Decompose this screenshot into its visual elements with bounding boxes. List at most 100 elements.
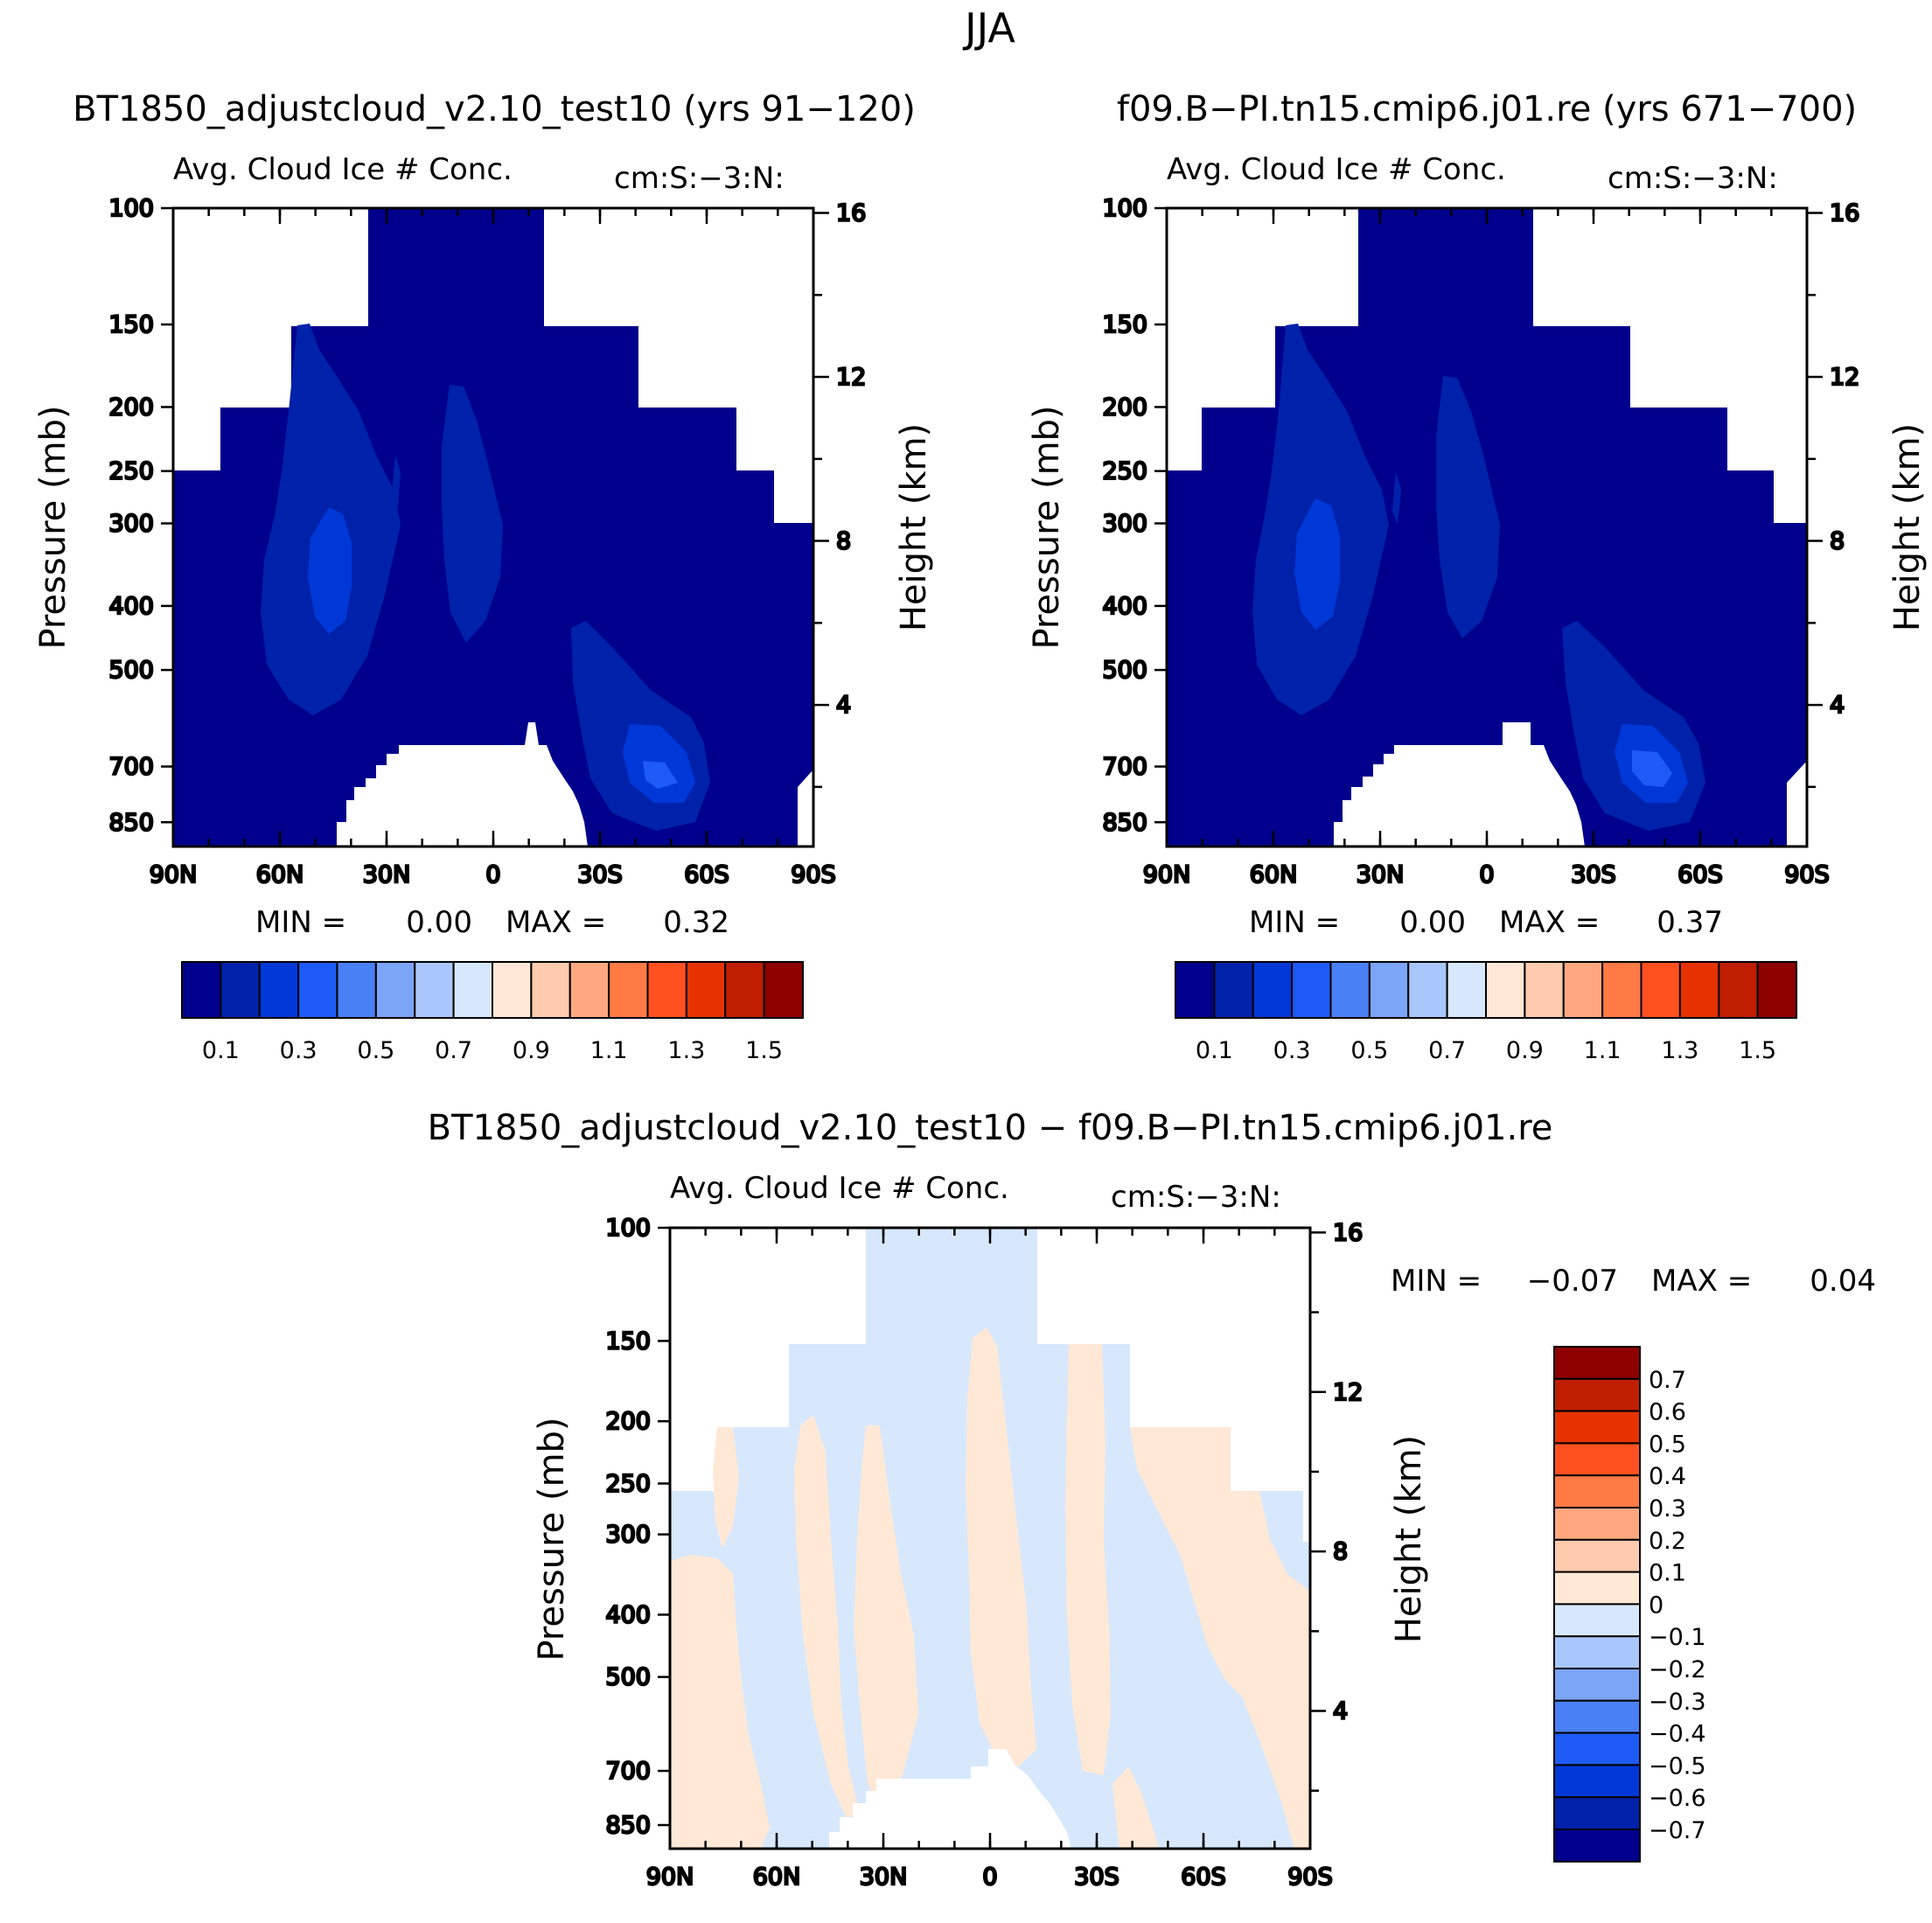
panel-b-y-tick-label: 850: [1102, 809, 1147, 836]
panel-a-y-tick-label: 200: [108, 394, 154, 421]
panel-a-units: cm:S:−3:N:: [614, 161, 785, 196]
panel-a-colorbar-box: [336, 961, 377, 1019]
panel-c-positive-band-3: [854, 1425, 918, 1810]
panel-c-colorbar-box: [1553, 1699, 1641, 1734]
panel-a-x-tick-label: 90N: [150, 861, 198, 888]
panel-b-colorbar-box: [1524, 961, 1565, 1019]
panel-a-y2-tick-label: 12: [836, 364, 866, 391]
panel-c-colorbar-box: [1553, 1538, 1641, 1573]
panel-a-colorbar-box: [258, 961, 300, 1019]
panel-a-colorbar-box: [568, 961, 610, 1019]
panel-b-y-tick-label: 300: [1102, 511, 1147, 538]
panel-b-y-tick-label: 100: [1102, 195, 1147, 222]
panel-c-colorbar: 0.7 0.6 0.5 0.4 0.3 0.2 0.1 0 −0.1 −0.2 −0.3 −0.4 −0…: [1553, 1346, 1706, 1863]
panel-a-colorbar-label: 0.5: [357, 1037, 394, 1064]
panel-c-y-axis-label: Pressure (mb): [532, 1417, 572, 1661]
panel-a-max-label: MAX =: [506, 905, 606, 940]
panel-b-max-label: MAX =: [1499, 905, 1600, 940]
panel-b-x-tick-label: 0: [1479, 861, 1494, 888]
panel-c-y-tick-label: 250: [605, 1470, 651, 1497]
panel-a-y2-tick-label: 16: [836, 200, 866, 227]
panel-a-colorbar-box: [181, 961, 222, 1019]
panel-b-x-tick-label: 60S: [1677, 861, 1723, 888]
panel-a-colorbar-box: [608, 961, 649, 1019]
panel-c-colorbar-box: [1553, 1507, 1641, 1541]
panel-a-colorbar-box: [646, 961, 687, 1019]
panel-b-colorbar-label: 0.9: [1506, 1037, 1544, 1064]
panel-b-colorbar-box: [1678, 961, 1720, 1019]
panel-c-x-tick-label: 90N: [646, 1864, 694, 1891]
panel-b-colorbar-box: [1756, 961, 1797, 1019]
panel-a-colorbar-label: 0.7: [435, 1037, 472, 1064]
panel-c-colorbar-box: [1553, 1668, 1641, 1702]
panel-c-units: cm:S:−3:N:: [1111, 1180, 1281, 1215]
panel-a-y-ticks: 100 150 200 250 300 400 500 700 850 16 12 8 4: [108, 194, 867, 838]
panel-c-colorbar-label: 0: [1649, 1592, 1663, 1619]
panel-b-colorbar-label: 1.3: [1661, 1037, 1698, 1064]
panel-a-contour-020-a: [308, 507, 352, 634]
panel-b-ground: [1334, 722, 1585, 847]
panel-a-colorbar-box: [492, 961, 533, 1019]
panel-b-y-tick-label: 250: [1102, 458, 1147, 485]
panel-b-y2-tick-label: 12: [1830, 364, 1859, 391]
panel-a-y-tick-label: 300: [108, 511, 154, 538]
panel-b-y2-tick-label: 8: [1830, 528, 1845, 555]
panel-b-y-ticks: 100 150 200 250 300 400 500 700 850 16 12 8 4: [1101, 194, 1860, 838]
panel-c-x-tick-label: 30S: [1074, 1864, 1119, 1891]
panel-b-colorbar-label: 0.7: [1428, 1037, 1466, 1064]
panel-a-variable: Avg. Cloud Ice # Conc.: [173, 152, 513, 187]
panel-c-y2-tick-label: 16: [1333, 1219, 1363, 1246]
panel-c-y2-axis-label: Height (km): [1389, 1435, 1429, 1643]
panel-c-colorbar-label: −0.3: [1649, 1689, 1706, 1716]
panel-b-colorbar-box: [1368, 961, 1410, 1019]
panel-a-colorbar-box: [452, 961, 493, 1019]
panel-a-colorbar-label: 0.9: [513, 1037, 550, 1064]
panel-c-colorbar-box: [1553, 1377, 1641, 1412]
panel-b-y2-tick-label: 4: [1830, 692, 1845, 719]
panel-b-colorbar-box: [1562, 961, 1604, 1019]
panel-a-colorbar-label: 0.3: [280, 1037, 317, 1064]
panel-b-colorbar-box: [1718, 961, 1759, 1019]
panel-b-x-ticks: 90N 60N 30N 0 30S 60S 90S: [1141, 208, 1831, 889]
panel-b-colorbar: 0.1 0.3 0.5 0.7 0.9 1.1 1.3 1.5: [1175, 961, 1797, 1064]
panel-c-colorbar-box: [1553, 1635, 1641, 1669]
panel-a-ground: [337, 722, 588, 847]
panel-b-y2-axis-label: Height (km): [1887, 423, 1928, 631]
panel-b-colorbar-box: [1407, 961, 1448, 1019]
panel-c-min-label: MIN =: [1391, 1264, 1482, 1299]
panel-c-x-tick-label: 60S: [1181, 1864, 1226, 1891]
panel-c-colorbar-label: −0.5: [1649, 1752, 1706, 1780]
panel-c-colorbar-box: [1553, 1829, 1641, 1863]
panel-c-colorbar-label: 0.3: [1649, 1495, 1686, 1522]
panel-a-y-tick-label: 500: [108, 657, 154, 684]
panel-c-colorbar-label: 0.1: [1649, 1560, 1686, 1587]
panel-a-min-label: MIN =: [255, 905, 346, 940]
panel-c-colorbar-label: −0.4: [1649, 1721, 1706, 1748]
panel-b-colorbar-label: 0.3: [1273, 1037, 1311, 1064]
panel-a-x-tick-label: 0: [485, 861, 500, 888]
panel-b-colorbar-label: 1.5: [1739, 1037, 1776, 1064]
panel-c-positive-south: [1112, 1766, 1159, 1849]
panel-a-colorbar-label: 0.1: [202, 1037, 240, 1064]
panel-c-positive-band-2: [794, 1415, 859, 1819]
panel-c-x-tick-label: 60N: [753, 1864, 801, 1891]
panel-b-min-value: 0.00: [1399, 905, 1466, 940]
panel-a-y2-tick-label: 4: [836, 692, 851, 719]
panel-a-contour-010-d: [392, 455, 401, 507]
panel-b-x-tick-label: 90N: [1143, 861, 1191, 888]
panel-c-colorbar-label: −0.6: [1649, 1785, 1706, 1812]
panel-a-colorbar-label: 1.1: [590, 1037, 628, 1064]
panel-c-colorbar-label: −0.1: [1649, 1624, 1706, 1651]
panel-a-colorbar: 0.1 0.3 0.5 0.7 0.9 1.1 1.3 1.5: [181, 961, 804, 1064]
panel-b-y-tick-label: 200: [1102, 394, 1147, 421]
panel-b-colorbar-box: [1446, 961, 1487, 1019]
panel-b-colorbar-box: [1175, 961, 1216, 1019]
panel-a-contour-030: [643, 761, 678, 789]
panel-c-positive-band-1: [713, 1427, 739, 1548]
panel-a-y-tick-label: 250: [108, 458, 154, 485]
panel-b-colorbar-box: [1213, 961, 1254, 1019]
panel-b-title: f09.B−PI.tn15.cmip6.j01.re (yrs 671−700): [1117, 89, 1857, 129]
panel-c-min-value: −0.07: [1527, 1264, 1618, 1299]
panel-a-min-value: 0.00: [406, 905, 472, 940]
difference-title: BT1850_adjustcloud_v2.10_test10 − f09.B−…: [428, 1108, 1553, 1148]
